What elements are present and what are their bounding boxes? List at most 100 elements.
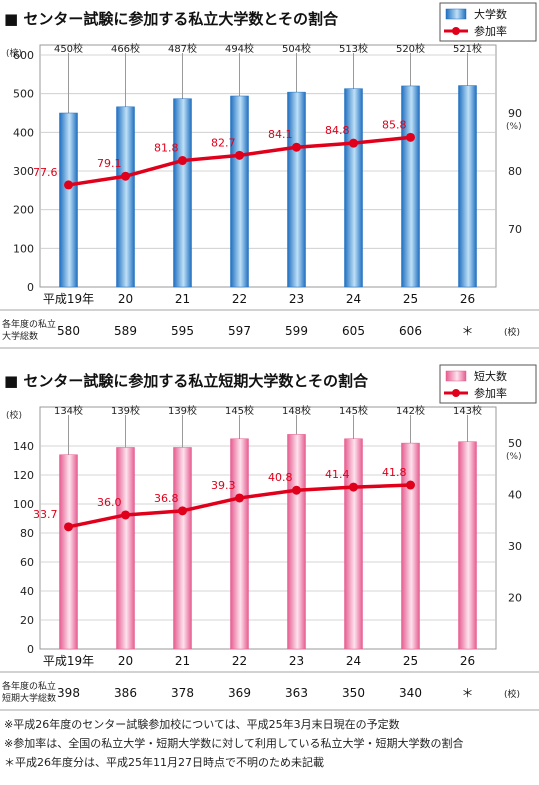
total-row-value: 597: [228, 324, 251, 338]
right-tick-label: 20: [508, 591, 522, 604]
line-value-label: 79.1: [97, 157, 122, 170]
line-value-label: 84.1: [268, 128, 293, 141]
right-axis-unit: (%): [506, 122, 522, 132]
category-label: 20: [118, 292, 133, 306]
category-label: 22: [232, 292, 247, 306]
total-row-value: 363: [285, 686, 308, 700]
category-label: 23: [289, 654, 304, 668]
bar: [344, 88, 363, 288]
bar-value-label: 504校: [282, 42, 311, 55]
legend-bar-swatch: [445, 8, 467, 20]
line-point: [121, 510, 130, 520]
line-value-label: 36.8: [154, 492, 179, 505]
left-tick-label: 120: [13, 469, 34, 482]
legend-bar-label: 大学数: [474, 7, 507, 21]
bar-value-label: 487校: [168, 42, 197, 55]
line-point: [235, 493, 244, 503]
line-point: [64, 180, 73, 190]
line-point: [178, 156, 187, 166]
bar: [344, 438, 363, 650]
plot-frame: [39, 44, 497, 288]
bar-value-label: 513校: [339, 42, 368, 55]
legend-line-marker: [452, 27, 460, 35]
category-label: 25: [403, 292, 418, 306]
left-tick-label: 0: [27, 281, 34, 294]
total-row-label-2: 短期大学総数: [2, 692, 56, 704]
bar: [59, 112, 78, 288]
bar: [230, 438, 249, 650]
line-value-label: 82.7: [211, 136, 236, 149]
total-row-value: 580: [57, 324, 80, 338]
right-tick-label: 50: [508, 437, 522, 450]
category-label: 24: [346, 654, 361, 668]
line-point: [406, 132, 415, 142]
left-axis-unit: (校): [6, 47, 22, 59]
line-point: [178, 506, 187, 516]
total-row-value: 369: [228, 686, 251, 700]
left-tick-label: 100: [13, 242, 34, 255]
right-axis-unit: (%): [506, 452, 522, 462]
total-row-value: 605: [342, 324, 365, 338]
left-tick-label: 400: [13, 126, 34, 139]
total-row-value: 398: [57, 686, 80, 700]
bar: [287, 91, 306, 288]
chart-title: ■ センター試験に参加する私立短期大学数とその割合: [4, 372, 369, 390]
bar: [401, 85, 420, 288]
line-value-label: 39.3: [211, 479, 236, 492]
bar-value-label: 143校: [453, 404, 482, 417]
bar: [173, 447, 192, 650]
total-row-value: 595: [171, 324, 194, 338]
bar: [458, 85, 477, 288]
left-tick-label: 500: [13, 88, 34, 101]
total-row-unit: (校): [504, 688, 520, 700]
total-row-label-1: 各年度の私立: [2, 318, 56, 330]
line-value-label: 33.7: [33, 508, 58, 521]
bar-value-label: 139校: [111, 404, 140, 417]
bar-value-label: 466校: [111, 42, 140, 55]
junior-college-chart: ■ センター試験に参加する私立短期大学数とその割合 (校) 0 20 40 60 80 100…: [0, 364, 539, 711]
category-label: 21: [175, 654, 190, 668]
bar-value-label: 134校: [54, 404, 83, 417]
total-row-value: 340: [399, 686, 422, 700]
category-label: 23: [289, 292, 304, 306]
category-label: 平成19年: [43, 654, 94, 668]
legend-bar-swatch: [445, 370, 467, 382]
left-tick-label: 140: [13, 440, 34, 453]
footnote-3: ＊平成26年度分は、平成25年11月27日時点で不明のため未記載: [4, 756, 324, 769]
university-chart: ■ センター試験に参加する私立大学数とその割合 (校) 0 100 200 300 400 5…: [0, 2, 539, 349]
footnote-1: ※平成26年度のセンター試験参加校については、平成25年3月末日現在の予定数: [4, 718, 400, 731]
bar: [116, 106, 135, 288]
left-tick-label: 40: [20, 585, 34, 598]
legend-line-label: 参加率: [474, 24, 507, 38]
left-tick-label: 100: [13, 498, 34, 511]
category-label: 26: [460, 292, 475, 306]
total-row-value: 350: [342, 686, 365, 700]
left-tick-label: 0: [27, 643, 34, 656]
line-value-label: 36.0: [97, 496, 122, 509]
bar: [287, 434, 306, 650]
bar: [173, 98, 192, 288]
category-label: 22: [232, 654, 247, 668]
line-value-label: 77.6: [33, 166, 58, 179]
line-value-label: 81.8: [154, 142, 179, 155]
total-row-unit: (校): [504, 326, 520, 338]
footnotes: ※平成26年度のセンター試験参加校については、平成25年3月末日現在の予定数 ※…: [4, 715, 535, 772]
right-tick-label: 30: [508, 540, 522, 553]
bar: [116, 447, 135, 650]
line-value-label: 40.8: [268, 471, 293, 484]
bar-value-label: 145校: [225, 404, 254, 417]
left-axis-unit: (校): [6, 409, 22, 421]
chart-title: ■ センター試験に参加する私立大学数とその割合: [4, 10, 339, 28]
left-tick-label: 20: [20, 614, 34, 627]
left-tick-label: 60: [20, 556, 34, 569]
category-label: 平成19年: [43, 292, 94, 306]
plot-frame: [39, 406, 497, 650]
legend-line-label: 参加率: [474, 386, 507, 400]
line-point: [349, 482, 358, 492]
line-value-label: 85.8: [382, 118, 407, 131]
footnote-2: ※参加率は、全国の私立大学・短期大学数に対して利用している私立大学・短期大学数の…: [4, 737, 464, 750]
total-row-value: ＊: [461, 686, 473, 700]
total-row-label-1: 各年度の私立: [2, 680, 56, 692]
left-tick-label: 600: [13, 49, 34, 62]
